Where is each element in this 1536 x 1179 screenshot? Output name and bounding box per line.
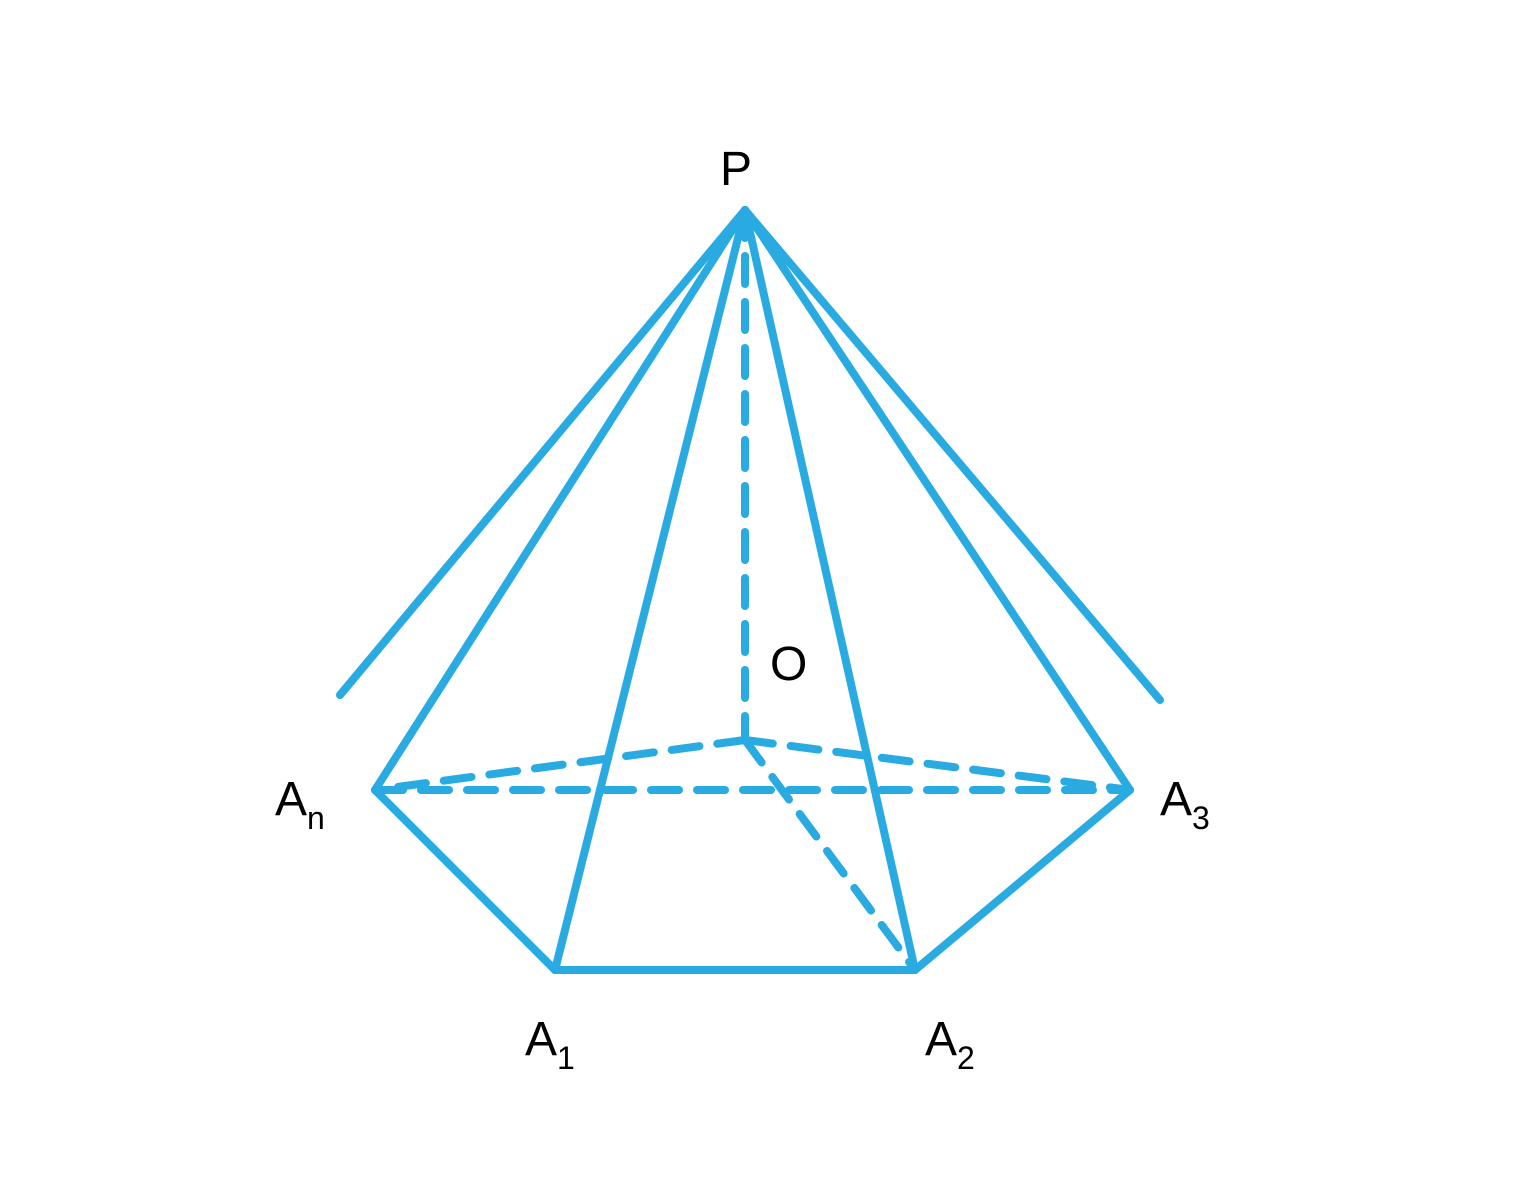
edge-dashed	[745, 740, 1130, 790]
edge-solid	[915, 790, 1130, 970]
edge-dashed	[375, 740, 745, 790]
edge-solid	[745, 210, 1130, 790]
edge-solid	[375, 210, 745, 790]
pyramid-diagram: P O An A1 A2 A3	[0, 0, 1536, 1179]
label-A1: A1	[525, 1013, 575, 1076]
label-A2: A2	[925, 1013, 975, 1076]
label-P: P	[720, 143, 752, 196]
edge-solid	[375, 790, 555, 970]
edge-solid	[745, 210, 1160, 700]
label-A3: A3	[1160, 773, 1210, 836]
label-An: An	[275, 773, 325, 836]
label-O: O	[770, 638, 807, 691]
